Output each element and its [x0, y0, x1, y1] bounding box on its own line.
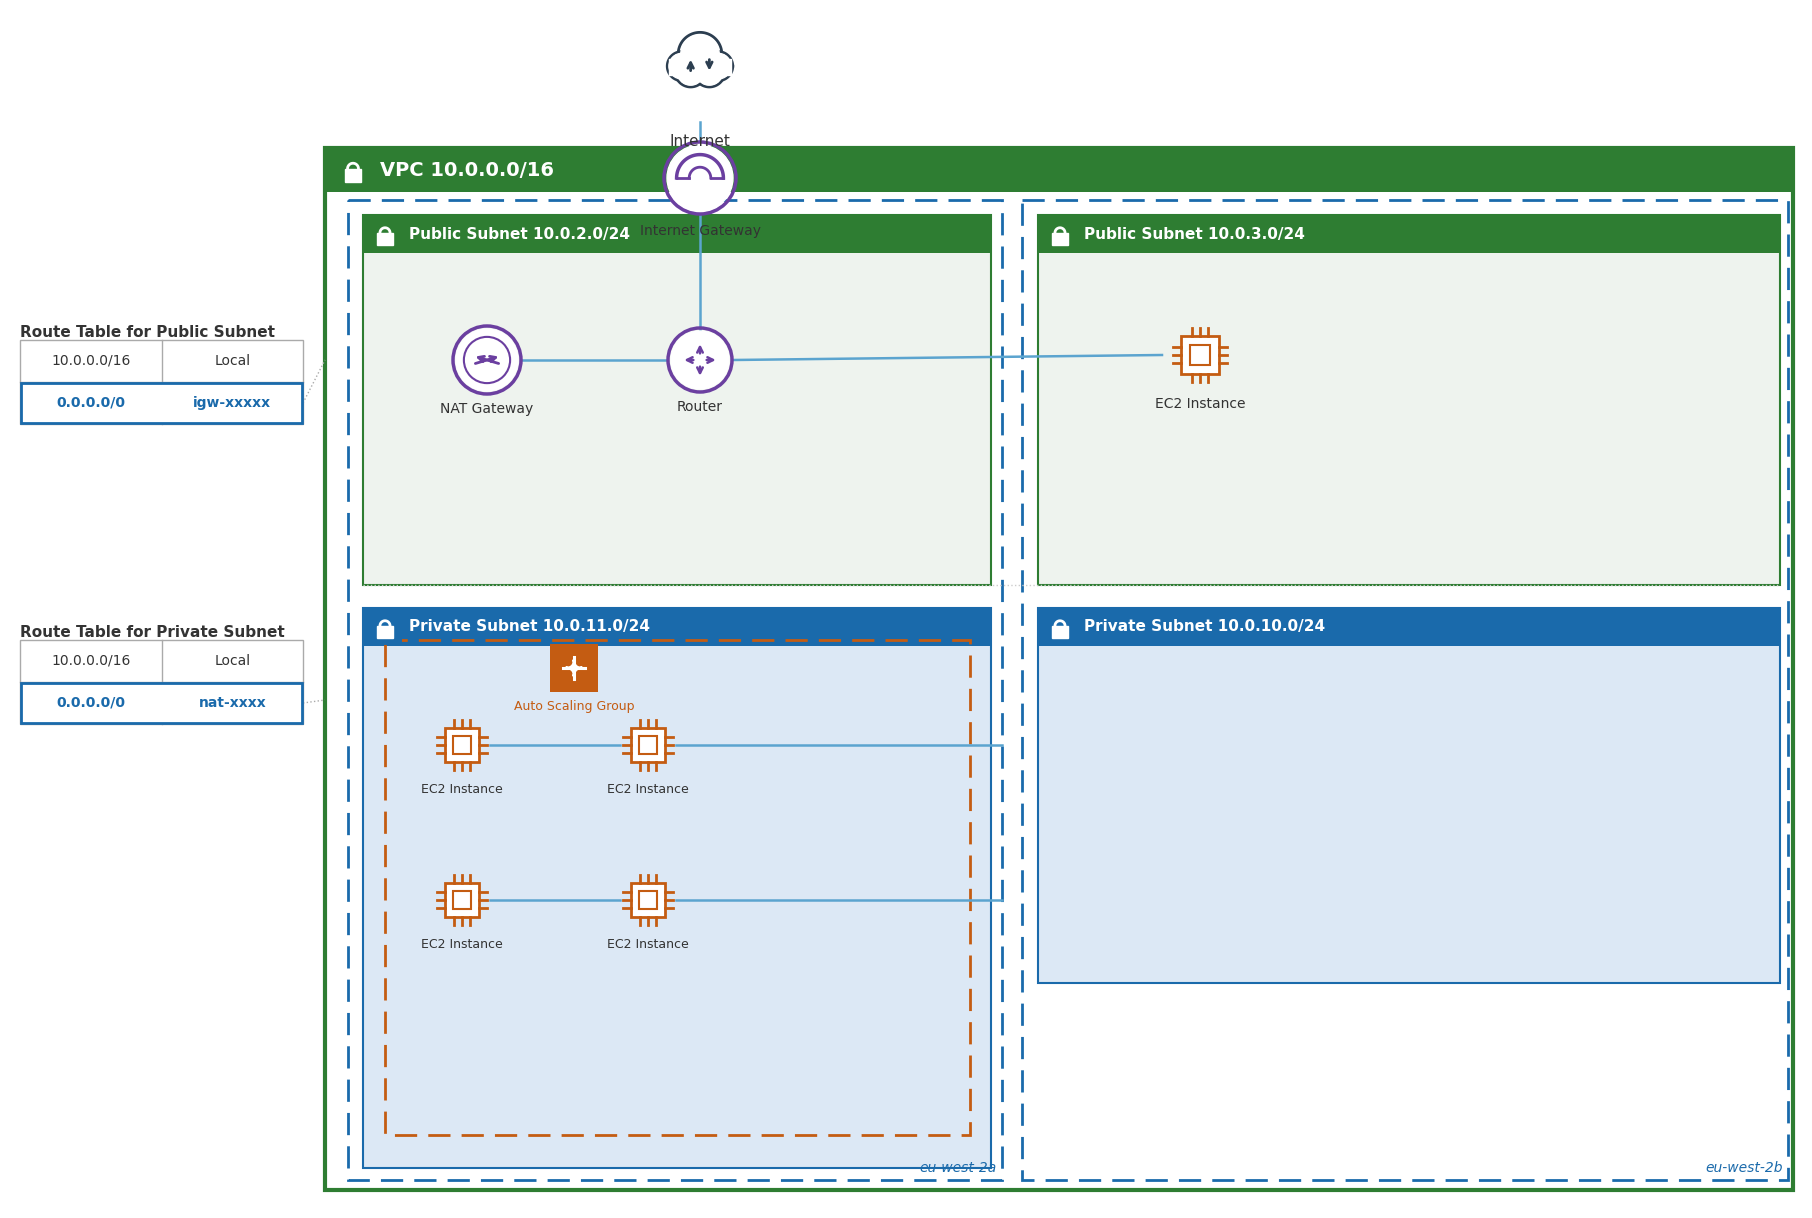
Bar: [20, 639, 303, 723]
Text: NAT Gateway: NAT Gateway: [440, 402, 533, 417]
Circle shape: [678, 33, 721, 76]
Text: Route Table for Public Subnet: Route Table for Public Subnet: [20, 325, 275, 340]
Text: Router: Router: [678, 400, 723, 414]
Bar: [1053, 233, 1067, 245]
Text: nat-xxxx: nat-xxxx: [198, 695, 266, 710]
Text: igw-xxxxx: igw-xxxxx: [194, 396, 272, 410]
Circle shape: [681, 35, 719, 73]
Text: eu-west-2b: eu-west-2b: [1705, 1161, 1783, 1175]
Bar: [362, 216, 991, 253]
Text: 10.0.0.0/16: 10.0.0.0/16: [51, 654, 130, 667]
Text: Public Subnet 10.0.2.0/24: Public Subnet 10.0.2.0/24: [410, 227, 631, 241]
Bar: [444, 727, 480, 762]
Bar: [640, 736, 658, 754]
Bar: [1053, 626, 1067, 638]
Bar: [20, 340, 303, 424]
Bar: [640, 892, 658, 909]
Bar: [377, 233, 393, 245]
Bar: [1022, 200, 1788, 1180]
Circle shape: [457, 329, 518, 391]
Bar: [1038, 608, 1779, 983]
Text: Local: Local: [214, 354, 250, 368]
Text: EC2 Instance: EC2 Instance: [420, 783, 504, 797]
Bar: [348, 200, 1002, 1180]
Text: EC2 Instance: EC2 Instance: [607, 938, 689, 951]
Bar: [335, 152, 371, 189]
Circle shape: [669, 54, 694, 79]
Circle shape: [667, 145, 734, 211]
Text: Internet: Internet: [670, 134, 730, 149]
Circle shape: [703, 51, 732, 80]
Bar: [377, 626, 393, 638]
Bar: [1181, 336, 1219, 374]
Circle shape: [694, 56, 725, 86]
Text: Local: Local: [214, 654, 250, 667]
Circle shape: [676, 56, 707, 86]
Bar: [362, 216, 991, 585]
Bar: [631, 727, 665, 762]
Text: eu-west-2a: eu-west-2a: [920, 1161, 997, 1175]
Bar: [1038, 216, 1779, 253]
Bar: [551, 644, 598, 692]
Text: VPC 10.0.0.0/16: VPC 10.0.0.0/16: [381, 161, 554, 179]
Text: 0.0.0.0/0: 0.0.0.0/0: [56, 396, 125, 410]
Text: EC2 Instance: EC2 Instance: [1154, 397, 1245, 410]
Circle shape: [678, 57, 705, 85]
Text: 10.0.0.0/16: 10.0.0.0/16: [51, 354, 130, 368]
Text: Private Subnet 10.0.10.0/24: Private Subnet 10.0.10.0/24: [1084, 620, 1325, 635]
Bar: [324, 149, 1794, 192]
Bar: [1044, 217, 1076, 251]
Text: Internet Gateway: Internet Gateway: [640, 224, 761, 238]
Bar: [324, 149, 1794, 1190]
Bar: [362, 608, 991, 646]
Circle shape: [667, 51, 696, 80]
Text: Public Subnet 10.0.3.0/24: Public Subnet 10.0.3.0/24: [1084, 227, 1305, 241]
Bar: [1044, 610, 1076, 644]
Text: 0.0.0.0/0: 0.0.0.0/0: [56, 695, 125, 710]
Bar: [344, 169, 361, 181]
Bar: [1038, 608, 1779, 646]
Text: Auto Scaling Group: Auto Scaling Group: [515, 700, 634, 713]
Bar: [631, 883, 665, 917]
Bar: [368, 217, 402, 251]
Text: EC2 Instance: EC2 Instance: [420, 938, 504, 951]
Bar: [362, 608, 991, 1168]
Bar: [368, 610, 402, 644]
Bar: [1038, 216, 1779, 585]
Bar: [22, 683, 303, 723]
Bar: [453, 736, 471, 754]
Circle shape: [696, 57, 723, 85]
Circle shape: [705, 54, 730, 79]
Text: Private Subnet 10.0.11.0/24: Private Subnet 10.0.11.0/24: [410, 620, 651, 635]
Bar: [1190, 346, 1210, 364]
Bar: [453, 892, 471, 909]
Text: EC2 Instance: EC2 Instance: [607, 783, 689, 797]
Text: Route Table for Private Subnet: Route Table for Private Subnet: [20, 625, 284, 639]
Bar: [444, 883, 480, 917]
Bar: [22, 382, 303, 423]
Circle shape: [670, 331, 728, 389]
Bar: [384, 639, 969, 1135]
